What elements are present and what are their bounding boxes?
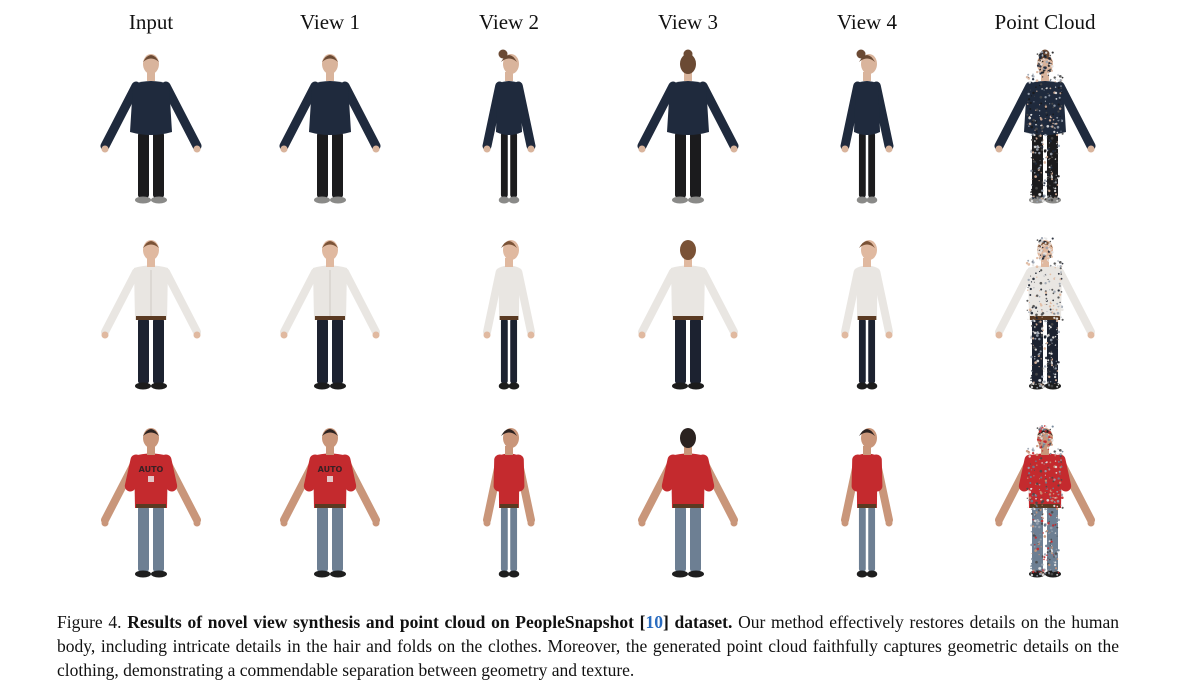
render-woman-navy-top-black-pants-input bbox=[86, 42, 216, 212]
render-man-red-tshirt-jeans-view-3 bbox=[623, 416, 753, 586]
column-header-view-4: View 4 bbox=[837, 10, 897, 34]
caption-title: Results of novel view synthesis and poin… bbox=[127, 612, 733, 632]
render-woman-navy-top-black-pants-view-4 bbox=[802, 42, 932, 212]
citation-link[interactable]: 10 bbox=[645, 612, 663, 632]
render-man-white-shirt-navy-pants-view-2 bbox=[444, 228, 574, 398]
figure-caption: Figure 4. Results of novel view synthesi… bbox=[57, 610, 1119, 682]
render-man-red-tshirt-jeans-view-4 bbox=[802, 416, 932, 586]
render-man-red-tshirt-jeans-view-1: AUTO bbox=[265, 416, 395, 586]
render-man-white-shirt-navy-pants-view-3 bbox=[623, 228, 753, 398]
render-man-white-shirt-navy-pants-point-cloud bbox=[980, 228, 1110, 398]
column-header-view-3: View 3 bbox=[658, 10, 718, 34]
render-woman-navy-top-black-pants-view-3 bbox=[623, 42, 753, 212]
column-header-input: Input bbox=[128, 10, 174, 34]
caption-label: Figure 4. bbox=[57, 612, 122, 632]
svg-text:AUTO: AUTO bbox=[139, 465, 164, 474]
render-man-white-shirt-navy-pants-view-4 bbox=[802, 228, 932, 398]
render-man-red-tshirt-jeans-input: AUTO bbox=[86, 416, 216, 586]
column-header-view-2: View 2 bbox=[479, 10, 539, 34]
render-man-red-tshirt-jeans-point-cloud bbox=[980, 416, 1110, 586]
column-header-view-1: View 1 bbox=[300, 10, 360, 34]
render-woman-navy-top-black-pants-view-2 bbox=[444, 42, 574, 212]
figure-grid: Input View 1 View 2 View 3 View 4 Point … bbox=[86, 10, 1110, 586]
render-woman-navy-top-black-pants-view-1 bbox=[265, 42, 395, 212]
caption-body: Our method effectively restores details … bbox=[57, 612, 1120, 680]
render-woman-navy-top-black-pants-point-cloud bbox=[980, 42, 1110, 212]
render-man-red-tshirt-jeans-view-2 bbox=[444, 416, 574, 586]
render-man-white-shirt-navy-pants-input bbox=[86, 228, 216, 398]
render-man-white-shirt-navy-pants-view-1 bbox=[265, 228, 395, 398]
column-header-point-cloud: Point Cloud bbox=[994, 10, 1096, 34]
svg-text:AUTO: AUTO bbox=[318, 465, 343, 474]
